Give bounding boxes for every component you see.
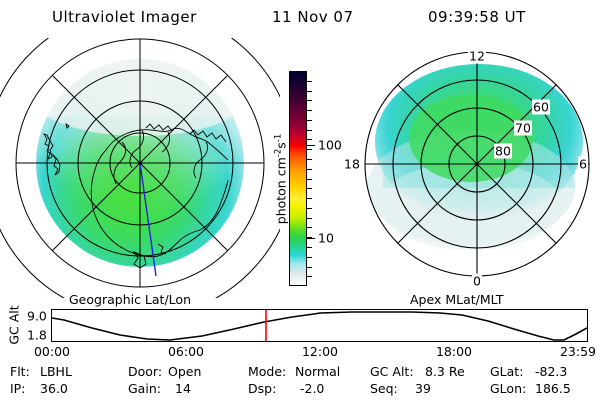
timeline-ylabel: GC Alt (6, 305, 22, 345)
status-label: GLat: (490, 364, 524, 379)
status-label: GLon: (490, 381, 527, 396)
status-value: Normal (295, 364, 341, 379)
timeline-ytick-high: 9.0 (27, 308, 47, 324)
mlt-label-12: 12 (468, 48, 486, 64)
colorbar-minor-tick (307, 100, 312, 102)
colorbar-minor-tick (307, 256, 312, 258)
colorbar-minor-tick (307, 168, 312, 170)
altitude-curve (52, 311, 587, 341)
colorbar-minor-tick (307, 129, 312, 131)
mlat-label-80: 80 (494, 143, 512, 159)
status-label: Mode: (248, 364, 287, 379)
geographic-coastlines (42, 122, 229, 269)
colorbar-minor-tick (307, 159, 312, 160)
colorbar-minor-tick (307, 266, 312, 268)
colorbar-minor-tick (307, 139, 312, 141)
timeline-xtick-label: 06:00 (167, 344, 205, 359)
timeline-ytick-low: 1.8 (27, 327, 47, 343)
colorbar-tick-label: 100 (318, 137, 342, 153)
colorbar-minor-tick (307, 149, 312, 151)
mlt-label-18: 18 (343, 156, 361, 172)
status-panel: Flt: LBHL Door: Open Mode: Normal GC Alt: 8.3 R… (10, 364, 596, 398)
colorbar-minor-tick (307, 198, 312, 199)
status-label: Dsp: (248, 381, 277, 396)
status-label: IP: (10, 381, 26, 396)
mlat-label-60: 60 (532, 99, 550, 115)
timeline-xtick-label: 23:59 (559, 344, 597, 359)
status-value: 186.5 (535, 381, 571, 396)
status-value: -2.0 (300, 381, 325, 396)
timeline-plot[interactable] (51, 309, 588, 342)
status-value: -82.3 (535, 364, 568, 379)
colorbar-minor-tick (307, 90, 312, 92)
apex-plot-title: Apex MLat/MLT (410, 292, 504, 307)
observation-time: 09:39:58 UT (428, 8, 526, 26)
status-label: Seq: (370, 381, 398, 396)
geographic-plot-svg (0, 38, 280, 298)
colorbar-minor-tick (307, 110, 312, 112)
colorbar-gradient (289, 71, 307, 286)
status-row: IP: 36.0 Gain: 14 Dsp: -2.0 Seq: 39 GLon: 186.5 (10, 381, 596, 398)
status-value: 36.0 (40, 381, 68, 396)
status-value: LBHL (40, 364, 72, 379)
timeline-svg (52, 310, 587, 341)
colorbar-minor-tick (307, 217, 312, 219)
apex-plot-svg (364, 51, 590, 277)
status-value: 8.3 Re (425, 364, 465, 379)
terminator-line (139, 162, 157, 277)
status-row: Flt: LBHL Door: Open Mode: Normal GC Alt: 8.3 R… (10, 364, 596, 381)
status-value: Open (168, 364, 202, 379)
colorbar-minor-tick (307, 276, 312, 278)
colorbar-major-tick (307, 237, 315, 239)
timeline-xtick-label: 00:00 (33, 344, 71, 359)
mlt-label-6: 6 (578, 156, 588, 172)
colorbar-tick-label: 10 (318, 230, 334, 246)
colorbar-minor-tick (307, 178, 312, 180)
observation-date: 11 Nov 07 (272, 8, 354, 26)
colorbar: 100 10 photon cm-2s-1 (273, 71, 342, 286)
timeline-xtick-label: 18:00 (435, 344, 473, 359)
status-value: 14 (175, 381, 191, 396)
colorbar-minor-tick (307, 207, 312, 209)
subsatellite-point (138, 161, 142, 165)
mlt-label-0: 0 (472, 273, 482, 289)
colorbar-minor-tick (307, 246, 312, 248)
geographic-plot-title: Geographic Lat/Lon (69, 292, 191, 307)
mlat-label-70: 70 (514, 120, 532, 136)
colorbar-major-tick (307, 145, 315, 147)
colorbar-minor-tick (307, 80, 312, 82)
instrument-title: Ultraviolet Imager (52, 8, 197, 26)
apex-grid (364, 51, 590, 277)
status-label: Flt: (10, 364, 30, 379)
timeline-xtick-label: 12:00 (301, 344, 339, 359)
colorbar-minor-tick (307, 188, 312, 190)
status-value: 39 (415, 381, 431, 396)
apex-aurora-data (367, 64, 583, 250)
colorbar-minor-tick (307, 227, 312, 229)
status-label: GC Alt: (370, 364, 414, 379)
status-label: Gain: (128, 381, 161, 396)
colorbar-minor-tick (307, 119, 312, 121)
status-label: Door: (128, 364, 163, 379)
